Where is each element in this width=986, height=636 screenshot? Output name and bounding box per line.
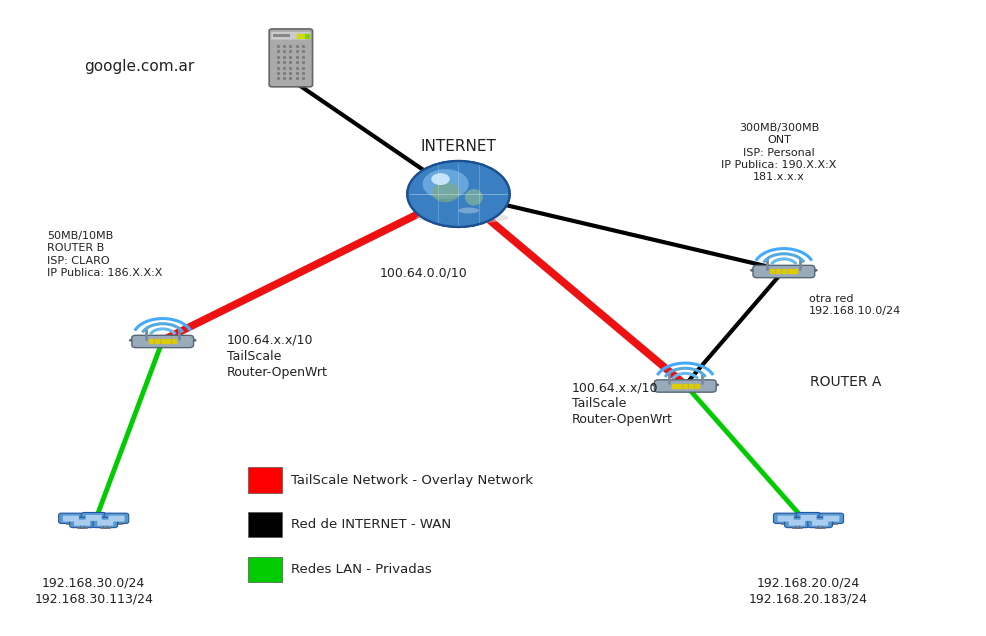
Text: Redes LAN - Privadas: Redes LAN - Privadas [291, 563, 432, 576]
Bar [114, 522, 118, 523]
Text: TailScale Network - Overlay Network: TailScale Network - Overlay Network [291, 474, 532, 487]
Bar [80, 525, 84, 528]
Text: INTERNET: INTERNET [421, 139, 496, 154]
FancyBboxPatch shape [812, 520, 828, 526]
Bar [814, 527, 825, 528]
FancyBboxPatch shape [823, 516, 839, 522]
Ellipse shape [416, 212, 509, 224]
Bar [829, 522, 833, 523]
FancyBboxPatch shape [70, 517, 95, 528]
FancyBboxPatch shape [82, 513, 106, 523]
FancyBboxPatch shape [785, 517, 810, 528]
Bar [784, 522, 788, 523]
Text: 300MB/300MB
ONT
ISP: Personal
IP Publica: 190.X.X:X
181.x.x.x: 300MB/300MB ONT ISP: Personal IP Publica… [721, 123, 837, 183]
FancyBboxPatch shape [105, 513, 129, 523]
Text: ROUTER A: ROUTER A [810, 375, 881, 389]
Bar [69, 522, 73, 523]
FancyBboxPatch shape [269, 29, 313, 86]
Text: 50MB/10MB
ROUTER B
ISP: CLARO
IP Publica: 186.X.X:X: 50MB/10MB ROUTER B ISP: CLARO IP Publica… [47, 231, 163, 278]
FancyBboxPatch shape [801, 515, 816, 521]
Bar [781, 523, 791, 524]
Bar [77, 527, 88, 528]
Text: Red de INTERNET - WAN: Red de INTERNET - WAN [291, 518, 451, 531]
Bar [807, 520, 810, 523]
Circle shape [423, 169, 468, 199]
Bar [111, 523, 121, 524]
FancyBboxPatch shape [93, 517, 117, 528]
Text: 100.64.x.x/10
TailScale
Router-OpenWrt: 100.64.x.x/10 TailScale Router-OpenWrt [572, 382, 672, 426]
FancyBboxPatch shape [132, 335, 193, 348]
Bar [92, 520, 96, 523]
FancyBboxPatch shape [108, 516, 124, 522]
FancyBboxPatch shape [248, 556, 282, 582]
FancyBboxPatch shape [808, 517, 832, 528]
FancyBboxPatch shape [778, 516, 794, 522]
Ellipse shape [129, 338, 196, 343]
Bar [826, 523, 836, 524]
FancyBboxPatch shape [86, 515, 102, 521]
Text: 192.168.20.0/24
192.168.20.183/24: 192.168.20.0/24 192.168.20.183/24 [749, 577, 868, 606]
FancyBboxPatch shape [273, 34, 290, 38]
Text: 100.64.x.x/10
TailScale
Router-OpenWrt: 100.64.x.x/10 TailScale Router-OpenWrt [227, 334, 327, 378]
FancyBboxPatch shape [98, 520, 113, 526]
FancyBboxPatch shape [74, 520, 90, 526]
Bar [818, 525, 822, 528]
FancyBboxPatch shape [248, 512, 282, 537]
Bar [89, 522, 99, 523]
FancyBboxPatch shape [63, 516, 79, 522]
FancyBboxPatch shape [248, 467, 282, 493]
Text: google.com.ar: google.com.ar [84, 59, 194, 74]
Bar [792, 527, 803, 528]
FancyBboxPatch shape [819, 513, 844, 523]
Text: 192.168.30.0/24
192.168.30.113/24: 192.168.30.0/24 192.168.30.113/24 [35, 577, 153, 606]
Ellipse shape [652, 382, 719, 387]
Circle shape [431, 173, 450, 185]
Ellipse shape [432, 183, 459, 202]
FancyBboxPatch shape [789, 520, 805, 526]
Bar [66, 523, 76, 524]
FancyBboxPatch shape [753, 265, 814, 278]
FancyBboxPatch shape [58, 513, 83, 523]
Bar [104, 525, 107, 528]
Bar [795, 525, 799, 528]
FancyBboxPatch shape [655, 380, 716, 392]
Text: otra red
192.168.10.0/24: otra red 192.168.10.0/24 [809, 294, 901, 317]
Circle shape [407, 161, 510, 227]
Bar [804, 522, 813, 523]
Ellipse shape [464, 189, 483, 205]
Ellipse shape [458, 207, 479, 214]
FancyBboxPatch shape [271, 32, 311, 39]
Bar [100, 527, 110, 528]
FancyBboxPatch shape [797, 513, 820, 523]
Text: 100.64.0.0/10: 100.64.0.0/10 [381, 267, 467, 280]
Ellipse shape [750, 268, 817, 273]
FancyBboxPatch shape [773, 513, 798, 523]
